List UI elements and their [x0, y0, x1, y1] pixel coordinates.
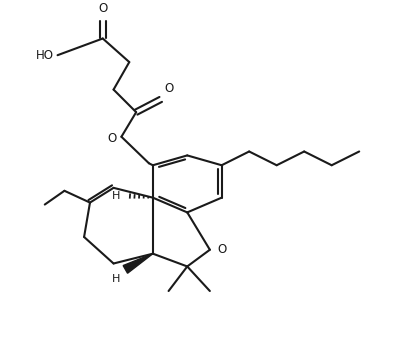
Text: O: O — [107, 132, 116, 145]
Text: H: H — [112, 191, 120, 201]
Text: HO: HO — [35, 49, 54, 62]
Text: O: O — [98, 2, 107, 15]
Text: H: H — [112, 274, 120, 284]
Text: O: O — [218, 243, 227, 256]
Polygon shape — [123, 254, 153, 273]
Text: O: O — [165, 82, 174, 95]
